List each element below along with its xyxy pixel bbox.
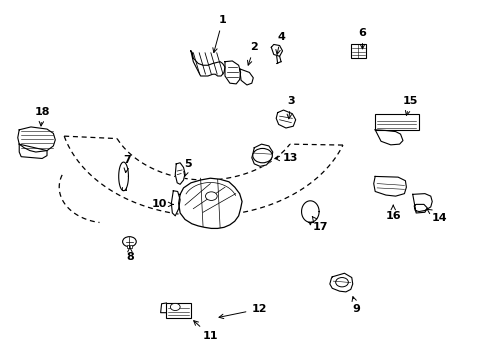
Text: 1: 1 xyxy=(212,15,226,53)
Circle shape xyxy=(252,148,272,163)
Text: 15: 15 xyxy=(402,96,417,115)
Text: 14: 14 xyxy=(426,209,447,222)
Polygon shape xyxy=(373,176,406,196)
Polygon shape xyxy=(19,144,47,158)
Polygon shape xyxy=(412,194,431,213)
Circle shape xyxy=(122,237,136,247)
Polygon shape xyxy=(224,61,240,84)
Polygon shape xyxy=(374,130,402,145)
Polygon shape xyxy=(178,178,242,228)
Circle shape xyxy=(170,303,180,311)
Polygon shape xyxy=(251,144,272,166)
Polygon shape xyxy=(239,69,253,85)
Text: 8: 8 xyxy=(126,247,134,262)
Text: 7: 7 xyxy=(123,155,131,172)
Text: 18: 18 xyxy=(34,107,50,126)
Polygon shape xyxy=(18,127,55,152)
Polygon shape xyxy=(190,51,224,76)
Circle shape xyxy=(335,278,347,287)
Text: 5: 5 xyxy=(183,159,192,176)
Text: 13: 13 xyxy=(275,153,298,163)
Bar xyxy=(374,114,418,130)
Text: 9: 9 xyxy=(351,297,360,314)
Bar xyxy=(166,303,190,318)
Polygon shape xyxy=(329,273,352,292)
Polygon shape xyxy=(175,163,184,184)
Text: 12: 12 xyxy=(219,304,266,319)
Circle shape xyxy=(205,192,217,201)
Text: 16: 16 xyxy=(385,205,400,221)
Text: 10: 10 xyxy=(152,199,173,210)
Polygon shape xyxy=(171,191,180,216)
Polygon shape xyxy=(119,162,128,191)
Text: 11: 11 xyxy=(193,321,218,341)
Text: 17: 17 xyxy=(312,216,327,231)
Bar xyxy=(350,44,366,58)
Text: 4: 4 xyxy=(275,32,285,54)
Polygon shape xyxy=(301,201,319,222)
Text: 3: 3 xyxy=(286,96,294,119)
Text: 2: 2 xyxy=(247,42,258,65)
Polygon shape xyxy=(276,110,295,128)
Bar xyxy=(127,244,132,248)
Text: 6: 6 xyxy=(358,28,366,49)
